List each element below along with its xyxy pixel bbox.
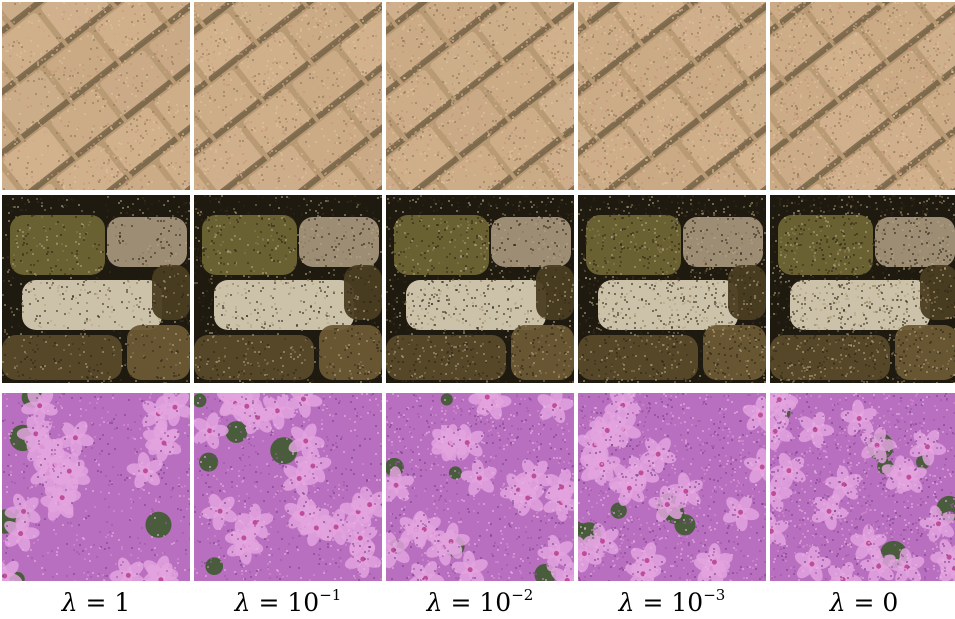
stone-wall-image-4: [578, 195, 766, 383]
pink-flowers-picture: [386, 393, 574, 581]
woven-wicker-picture: [194, 2, 382, 190]
column-label-2: λ = 10−1: [234, 586, 342, 618]
stone-wall-picture: [194, 195, 382, 383]
woven-wicker-picture: [578, 2, 766, 190]
stone-wall-image-1: [2, 195, 190, 383]
stone-wall-image-5: [770, 195, 955, 383]
column-label-3: λ = 10−2: [426, 586, 534, 618]
woven-wicker-picture: [386, 2, 574, 190]
pink-flowers-picture: [194, 393, 382, 581]
column-label-1: λ = 1: [61, 588, 131, 617]
stone-wall-picture: [386, 195, 574, 383]
stone-wall-picture: [2, 195, 190, 383]
woven-wicker-picture: [2, 2, 190, 190]
woven-wicker-image-4: [578, 2, 766, 190]
column-label-5: λ = 0: [829, 588, 899, 617]
pink-flowers-picture: [578, 393, 766, 581]
stone-wall-picture: [770, 195, 955, 383]
pink-flowers-image-4: [578, 393, 766, 581]
pink-flowers-image-1: [2, 393, 190, 581]
pink-flowers-picture: [2, 393, 190, 581]
pink-flowers-image-2: [194, 393, 382, 581]
woven-wicker-picture: [770, 2, 955, 190]
pink-flowers-image-5: [770, 393, 955, 581]
woven-wicker-image-5: [770, 2, 955, 190]
woven-wicker-image-1: [2, 2, 190, 190]
pink-flowers-picture: [770, 393, 955, 581]
woven-wicker-image-2: [194, 2, 382, 190]
stone-wall-image-2: [194, 195, 382, 383]
column-label-4: λ = 10−3: [618, 586, 726, 618]
pink-flowers-image-3: [386, 393, 574, 581]
stone-wall-picture: [578, 195, 766, 383]
stone-wall-image-3: [386, 195, 574, 383]
woven-wicker-image-3: [386, 2, 574, 190]
